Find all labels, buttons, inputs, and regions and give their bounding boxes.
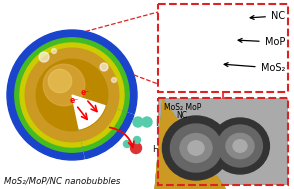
Text: e⁻: e⁻ <box>80 88 90 97</box>
Wedge shape <box>72 95 105 129</box>
Circle shape <box>36 59 108 131</box>
Wedge shape <box>72 95 106 130</box>
Wedge shape <box>154 100 225 189</box>
Circle shape <box>20 43 124 147</box>
Ellipse shape <box>218 125 263 167</box>
Circle shape <box>48 69 72 93</box>
Text: MoS₂: MoS₂ <box>224 63 285 73</box>
Ellipse shape <box>188 141 204 155</box>
Bar <box>158 98 288 185</box>
Text: e⁻: e⁻ <box>69 96 78 105</box>
Text: MoS₂/MoP/NC nanobubbles: MoS₂/MoP/NC nanobubbles <box>4 177 120 186</box>
Wedge shape <box>72 95 126 151</box>
Wedge shape <box>153 100 230 189</box>
Ellipse shape <box>226 133 254 159</box>
Circle shape <box>43 64 85 106</box>
Text: MoP: MoP <box>238 37 285 47</box>
Circle shape <box>131 143 141 153</box>
Circle shape <box>51 49 56 53</box>
Text: H₂: H₂ <box>155 119 165 129</box>
Circle shape <box>100 63 108 71</box>
Circle shape <box>123 140 131 147</box>
Bar <box>158 4 288 92</box>
Circle shape <box>176 18 184 26</box>
Bar <box>158 98 288 185</box>
Ellipse shape <box>162 116 230 180</box>
Bar <box>158 4 288 92</box>
Circle shape <box>111 77 116 83</box>
Wedge shape <box>152 100 237 189</box>
Circle shape <box>142 117 152 127</box>
Text: MoS₂ MoP: MoS₂ MoP <box>164 103 201 112</box>
Text: H₂O: H₂O <box>152 146 169 154</box>
Ellipse shape <box>233 140 247 152</box>
Circle shape <box>15 38 129 152</box>
Circle shape <box>133 117 143 127</box>
Circle shape <box>133 136 141 143</box>
Circle shape <box>39 52 49 62</box>
Wedge shape <box>150 100 246 189</box>
Ellipse shape <box>211 118 269 174</box>
Circle shape <box>25 48 119 142</box>
Wedge shape <box>72 95 116 141</box>
Wedge shape <box>72 95 136 160</box>
Ellipse shape <box>180 134 212 162</box>
Circle shape <box>7 30 137 160</box>
Wedge shape <box>72 95 121 146</box>
Text: NC: NC <box>176 111 187 120</box>
Wedge shape <box>72 95 134 159</box>
Text: NC: NC <box>250 11 285 21</box>
Circle shape <box>209 28 217 36</box>
Ellipse shape <box>171 124 222 172</box>
